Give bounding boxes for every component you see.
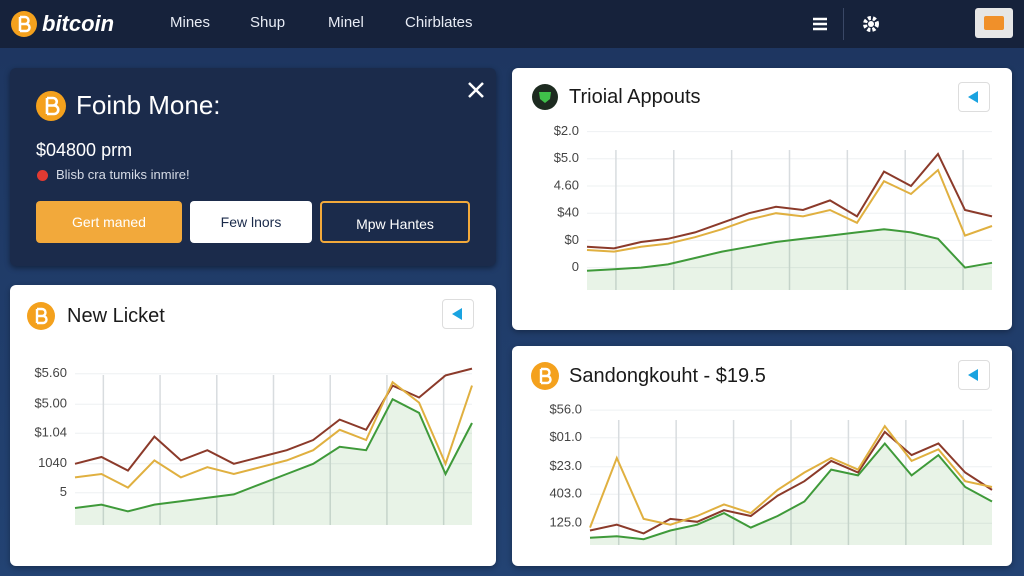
area-fill — [590, 443, 992, 545]
y-tick-label: 403.0 — [549, 486, 582, 501]
share-icon — [968, 369, 978, 381]
share-button[interactable] — [442, 299, 474, 329]
y-tick-label: $40 — [557, 205, 579, 220]
y-tick-label: $2.0 — [554, 123, 579, 138]
coin-icon — [531, 362, 559, 390]
y-tick-label: $56.0 — [549, 402, 582, 417]
primary-button[interactable]: Gert maned — [36, 201, 182, 243]
coin-icon — [27, 302, 55, 330]
y-tick-label: $5.00 — [34, 396, 67, 411]
data-line — [589, 430, 993, 535]
chart-title: Trioial Appouts — [569, 86, 701, 108]
y-tick-label: 0 — [572, 259, 579, 274]
chart-title: New Licket — [67, 305, 165, 327]
line-chart: $5.60 $5.00 $1.04 1040 5 — [34, 365, 473, 525]
share-button[interactable] — [958, 82, 990, 112]
logo[interactable]: bitcoin — [42, 11, 115, 36]
nav-link[interactable]: Minel — [328, 14, 364, 31]
wallet-icon — [984, 16, 1004, 30]
coin-icon — [36, 91, 66, 121]
data-line — [74, 397, 473, 513]
close-icon[interactable] — [466, 80, 486, 100]
shield-icon — [532, 84, 558, 110]
share-icon — [968, 91, 978, 103]
line-chart: $56.0 $01.0 $23.0 403.0 125.0 — [549, 402, 993, 545]
line-chart: $2.0 $5.0 4.60 $40 $0 0 — [554, 123, 993, 290]
chart-title: Sandongkouht - $19.5 — [569, 365, 766, 387]
area-fill — [75, 399, 472, 525]
nav-bar: bitcoin Mines Shup Minel Chirblates — [0, 0, 1024, 48]
promo-title: Foinb Mone: — [76, 90, 221, 120]
y-tick-label: 5 — [60, 484, 67, 499]
data-line — [586, 168, 993, 253]
chart-card: Trioial Appouts — [512, 68, 1012, 330]
area-fill — [587, 229, 992, 290]
y-tick-label: $23.0 — [549, 458, 582, 473]
data-line — [589, 424, 993, 528]
divider — [843, 8, 844, 40]
wallet-button[interactable] — [975, 8, 1013, 38]
data-line — [586, 152, 993, 250]
secondary-button[interactable]: Few lnors — [190, 201, 312, 243]
share-button[interactable] — [958, 360, 990, 390]
status-dot — [37, 170, 48, 181]
data-line — [74, 380, 473, 489]
nav-link[interactable]: Chirblates — [405, 14, 473, 31]
y-tick-label: 1040 — [38, 455, 67, 470]
y-tick-label: 125.0 — [549, 515, 582, 530]
settings-icon[interactable] — [860, 13, 882, 35]
menu-icon[interactable] — [810, 14, 830, 34]
price: $04800 prm — [36, 140, 133, 160]
share-icon — [452, 308, 462, 320]
nav-link[interactable]: Mines — [170, 14, 211, 31]
y-tick-label: $1.04 — [34, 425, 67, 440]
logo-icon — [11, 11, 37, 37]
y-tick-label: $5.0 — [554, 150, 579, 165]
nav-link[interactable]: Shup — [250, 14, 286, 31]
data-line — [589, 441, 993, 541]
data-line — [586, 228, 993, 272]
outline-button[interactable]: Mpw Hantes — [320, 201, 470, 243]
y-tick-label: $0 — [565, 232, 579, 247]
y-tick-label: $01.0 — [549, 429, 582, 444]
status-text: Blisb cra tumiks inmire! — [56, 167, 190, 182]
y-tick-label: $5.60 — [34, 365, 67, 380]
promo-card: Foinb Mone: $04800 prm Blisb cra tumiks … — [10, 68, 496, 266]
chart-card: New Licket — [10, 285, 496, 566]
y-tick-label: 4.60 — [554, 177, 579, 192]
